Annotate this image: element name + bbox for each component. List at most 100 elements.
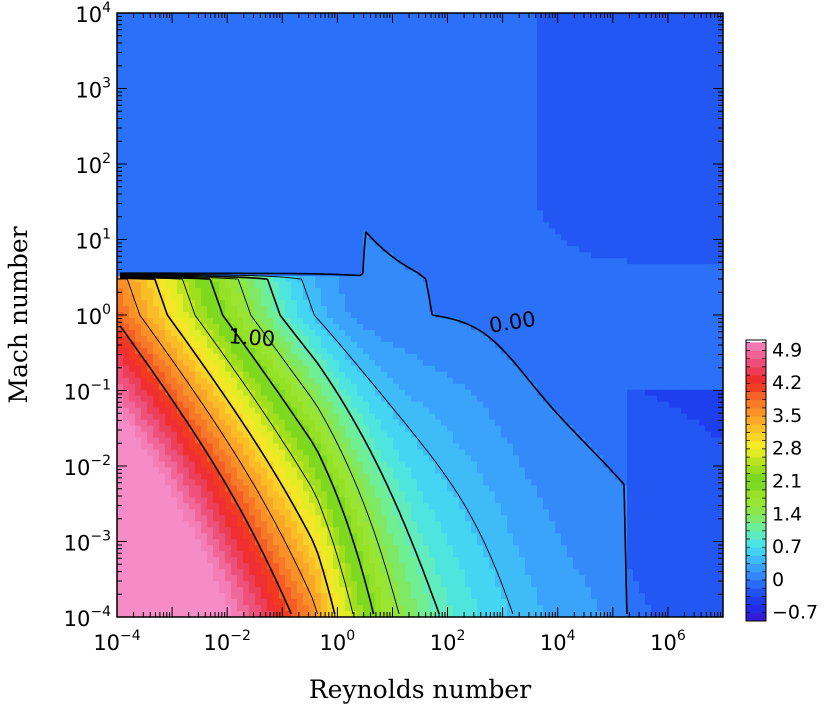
field-cell bbox=[651, 276, 658, 283]
field-cell bbox=[171, 294, 178, 301]
field-cell bbox=[279, 60, 286, 68]
field-cell bbox=[441, 96, 448, 104]
field-cell bbox=[189, 192, 196, 199]
field-cell bbox=[405, 252, 412, 259]
field-cell bbox=[261, 126, 268, 134]
field-cell bbox=[261, 192, 268, 199]
field-cell bbox=[495, 144, 502, 152]
field-cell bbox=[495, 234, 502, 241]
field-cell bbox=[123, 60, 130, 68]
field-cell bbox=[177, 204, 184, 211]
field-cell bbox=[447, 150, 454, 158]
field-cell bbox=[243, 144, 250, 152]
field-cell bbox=[477, 198, 484, 205]
field-cell bbox=[501, 288, 508, 295]
field-cell bbox=[579, 258, 586, 265]
field-cell bbox=[207, 234, 214, 241]
field-cell bbox=[681, 72, 688, 80]
field-cell bbox=[201, 30, 208, 38]
field-cell bbox=[537, 168, 544, 176]
field-cell bbox=[345, 186, 352, 194]
field-cell bbox=[525, 96, 532, 104]
field-cell bbox=[255, 13, 262, 20]
field-cell bbox=[255, 234, 262, 241]
field-cell bbox=[291, 186, 298, 194]
field-cell bbox=[591, 18, 598, 26]
field-cell bbox=[525, 204, 532, 211]
field-cell bbox=[429, 132, 436, 140]
field-cell bbox=[345, 108, 352, 116]
field-cell bbox=[255, 306, 262, 313]
field-cell bbox=[357, 102, 364, 110]
field-cell bbox=[507, 138, 514, 146]
field-cell bbox=[177, 246, 184, 253]
field-cell bbox=[651, 168, 658, 176]
field-cell bbox=[393, 150, 400, 158]
field-cell bbox=[615, 204, 622, 211]
field-cell bbox=[363, 198, 370, 205]
field-cell bbox=[705, 246, 712, 253]
field-cell bbox=[699, 294, 706, 301]
field-cell bbox=[675, 234, 682, 241]
field-cell bbox=[231, 126, 238, 134]
field-cell bbox=[489, 132, 496, 140]
field-cell bbox=[477, 132, 484, 140]
field-cell bbox=[315, 210, 322, 217]
field-cell bbox=[333, 174, 340, 182]
field-cell bbox=[399, 132, 406, 140]
field-cell bbox=[255, 48, 262, 56]
field-cell bbox=[333, 102, 340, 110]
field-cell bbox=[321, 18, 328, 26]
field-cell bbox=[651, 126, 658, 134]
field-cell bbox=[495, 282, 502, 289]
field-cell bbox=[477, 120, 484, 128]
field-cell bbox=[327, 78, 334, 86]
field-cell bbox=[555, 120, 562, 128]
field-cell bbox=[399, 252, 406, 259]
field-cell bbox=[609, 156, 616, 164]
field-cell bbox=[315, 186, 322, 194]
field-cell bbox=[423, 270, 430, 277]
field-cell bbox=[423, 300, 430, 307]
field-cell bbox=[567, 216, 574, 223]
field-cell bbox=[705, 252, 712, 259]
field-cell bbox=[453, 84, 460, 92]
field-cell bbox=[183, 252, 190, 259]
field-cell bbox=[507, 126, 514, 134]
field-cell bbox=[519, 78, 526, 86]
field-cell bbox=[147, 132, 154, 140]
field-cell bbox=[249, 258, 256, 265]
field-cell bbox=[525, 174, 532, 182]
field-cell bbox=[327, 126, 334, 134]
field-cell bbox=[375, 90, 382, 98]
field-cell bbox=[213, 120, 220, 128]
field-cell bbox=[465, 156, 472, 164]
field-cell bbox=[417, 228, 424, 235]
field-cell bbox=[537, 54, 544, 62]
field-cell bbox=[699, 66, 706, 74]
field-cell bbox=[675, 138, 682, 146]
field-cell bbox=[369, 192, 376, 199]
field-cell bbox=[423, 132, 430, 140]
field-cell bbox=[177, 234, 184, 241]
field-cell bbox=[537, 282, 544, 289]
field-cell bbox=[579, 282, 586, 289]
field-cell bbox=[411, 144, 418, 152]
field-cell bbox=[579, 13, 586, 20]
field-cell bbox=[705, 96, 712, 104]
field-cell bbox=[375, 174, 382, 182]
field-cell bbox=[693, 228, 700, 235]
field-cell bbox=[399, 246, 406, 253]
field-cell bbox=[357, 234, 364, 241]
field-cell bbox=[171, 102, 178, 110]
field-cell bbox=[507, 60, 514, 68]
field-cell bbox=[411, 78, 418, 86]
field-cell bbox=[297, 210, 304, 217]
field-cell bbox=[609, 84, 616, 92]
field-cell bbox=[495, 222, 502, 229]
field-cell bbox=[159, 258, 166, 265]
field-cell bbox=[507, 282, 514, 289]
field-cell bbox=[537, 132, 544, 140]
field-cell bbox=[705, 168, 712, 176]
field-cell bbox=[591, 162, 598, 170]
